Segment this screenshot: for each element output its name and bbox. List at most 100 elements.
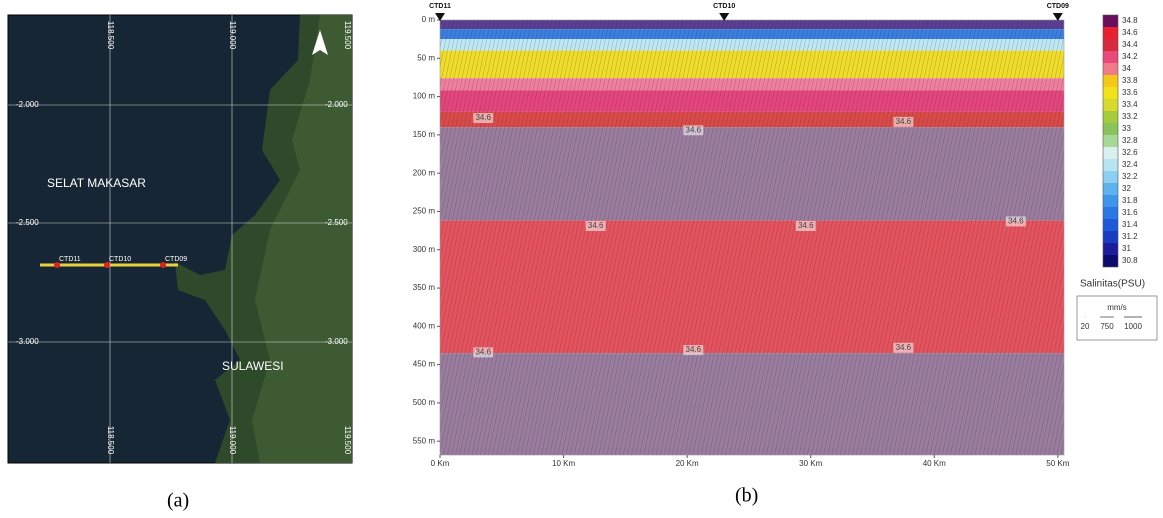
colorbar-label: 32.6 (1122, 148, 1138, 157)
vector-value: 20 (1081, 322, 1090, 331)
station-dot (160, 262, 166, 268)
contour-label: 34.6 (798, 221, 814, 230)
colorbar-cell (1103, 171, 1118, 183)
colorbar-label: 31.2 (1122, 232, 1138, 241)
lat-label: -2.500 (325, 218, 348, 227)
colorbar-cell (1103, 207, 1118, 219)
colorbar-label: 34.8 (1122, 16, 1138, 25)
colorbar-cell (1103, 111, 1118, 123)
lat-label: -2.500 (16, 218, 39, 227)
colorbar-label: 30.8 (1122, 256, 1138, 265)
x-tick-label: 10 Km (552, 459, 575, 468)
contour-label: 34.6 (686, 345, 702, 354)
colorbar-cell (1103, 51, 1118, 63)
colorbar-label: 33.2 (1122, 112, 1138, 121)
colorbar-label: 34.4 (1122, 40, 1138, 49)
lon-label: 118.500 (106, 21, 115, 50)
x-tick-label: 0 Km (431, 459, 450, 468)
y-tick-label: 500 m (413, 398, 436, 407)
station-label: CTD10 (713, 3, 735, 10)
colorbar-label: 34 (1122, 64, 1131, 73)
colorbar-cell (1103, 39, 1118, 51)
colorbar-label: 34.6 (1122, 28, 1138, 37)
lon-label: 119.000 (228, 426, 237, 455)
y-tick-label: 200 m (413, 168, 436, 177)
station-label: CTD11 (429, 3, 451, 10)
contour-label: 34.6 (588, 221, 604, 230)
colorbar-label: 31.8 (1122, 196, 1138, 205)
colorbar-cell (1103, 159, 1118, 171)
figure: SELAT MAKASAR SULAWESI (a) (b) Salinitas… (0, 0, 1163, 518)
y-tick-label: 350 m (413, 283, 436, 292)
vector-unit: mm/s (1107, 303, 1127, 312)
contour-label: 34.6 (475, 113, 491, 122)
caption: (b) (735, 485, 758, 507)
colorbar-label: 31.6 (1122, 208, 1138, 217)
caption: (a) (167, 490, 189, 512)
lon-label: 118.500 (106, 426, 115, 455)
colorbar-label: 32.4 (1122, 160, 1138, 169)
lon-label: 119.500 (343, 426, 352, 455)
lat-label: -3.000 (16, 337, 39, 346)
colorbar-label: 33.4 (1122, 100, 1138, 109)
lon-label: 119.000 (228, 21, 237, 50)
x-tick-label: 50 Km (1046, 459, 1069, 468)
y-tick-label: 400 m (413, 321, 436, 330)
contour-label: 34.6 (896, 343, 912, 352)
station-label: CTD09 (165, 256, 187, 263)
map-panel: SELAT MAKASAR SULAWESI (8, 15, 352, 463)
y-tick-label: 100 m (413, 92, 436, 101)
vector-value: 750 (1100, 322, 1114, 331)
colorbar-cell (1103, 243, 1118, 255)
contour-label: 34.6 (686, 125, 702, 134)
colorbar-label: 33.8 (1122, 76, 1138, 85)
station-dot (54, 262, 60, 268)
colorbar-cell (1103, 99, 1118, 111)
colorbar-cell (1103, 75, 1118, 87)
colorbar-cell (1103, 15, 1118, 27)
y-tick-label: 300 m (413, 245, 436, 254)
colorbar-cell (1103, 135, 1118, 147)
station-label: CTD10 (109, 256, 131, 263)
station-dot (104, 262, 110, 268)
lat-label: -2.000 (325, 100, 348, 109)
colorbar-cell (1103, 231, 1118, 243)
colorbar-label: 31 (1122, 244, 1131, 253)
y-tick-label: 550 m (413, 436, 436, 445)
y-tick-label: 250 m (413, 207, 436, 216)
vector-field (440, 20, 1064, 455)
colorbar-cell (1103, 183, 1118, 195)
colorbar-cell (1103, 195, 1118, 207)
colorbar-label: 31.4 (1122, 220, 1138, 229)
sea-label: SELAT MAKASAR (47, 176, 146, 190)
lat-label: -3.000 (325, 337, 348, 346)
vector-value: 1000 (1124, 322, 1142, 331)
x-tick-label: 20 Km (676, 459, 699, 468)
colorbar-cell (1103, 123, 1118, 135)
colorbar-label: 32.2 (1122, 172, 1138, 181)
y-tick-label: 50 m (417, 53, 435, 62)
station-label: CTD09 (1047, 3, 1069, 10)
colorbar-cell (1103, 63, 1118, 75)
colorbar-cell (1103, 255, 1118, 267)
colorbar-label: 33 (1122, 124, 1131, 133)
contour-label: 34.6 (1008, 217, 1024, 226)
y-tick-label: 150 m (413, 130, 436, 139)
colorbar-cell (1103, 27, 1118, 39)
colorbar-cell (1103, 147, 1118, 159)
contour-label: 34.6 (896, 117, 912, 126)
contour-label: 34.6 (475, 347, 491, 356)
colorbar-title: Salinitas(PSU) (1080, 279, 1145, 290)
lon-label: 119.500 (343, 21, 352, 50)
colorbar-cell (1103, 219, 1118, 231)
y-tick-label: 0 m (422, 15, 436, 24)
land-label: SULAWESI (222, 359, 284, 373)
colorbar-label: 33.6 (1122, 88, 1138, 97)
colorbar-label: 32 (1122, 184, 1131, 193)
station-label: CTD11 (59, 256, 81, 263)
colorbar-label: 34.2 (1122, 52, 1138, 61)
y-tick-label: 450 m (413, 360, 436, 369)
x-tick-label: 40 Km (923, 459, 946, 468)
lat-label: -2.000 (16, 100, 39, 109)
colorbar-cell (1103, 87, 1118, 99)
